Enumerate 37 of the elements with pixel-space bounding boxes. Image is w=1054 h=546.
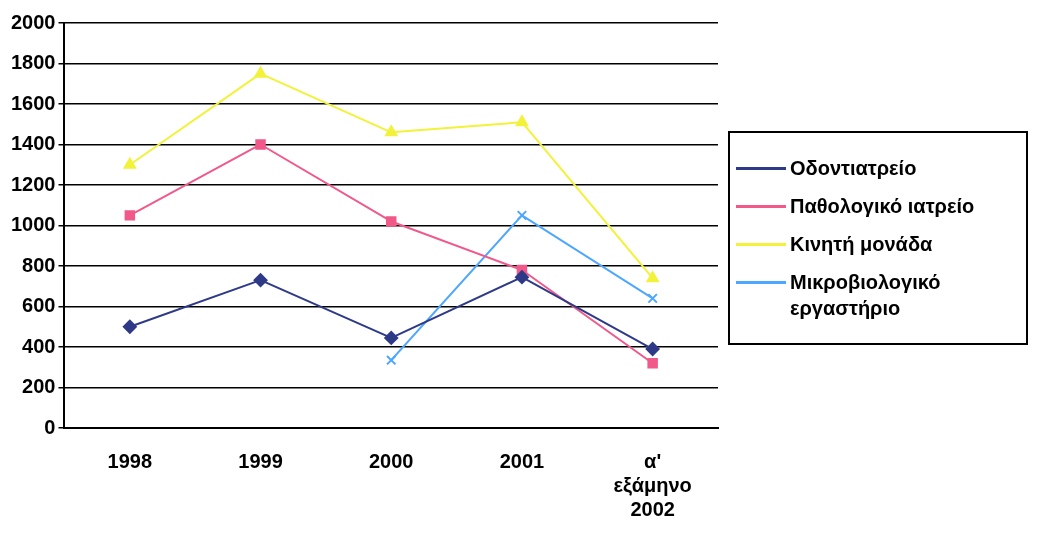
y-tick-label: 1400 <box>10 132 56 155</box>
point <box>123 157 137 169</box>
y-tick-label: 400 <box>22 334 56 357</box>
y-tick-label: 800 <box>22 253 56 276</box>
legend-label: Παθολογικό ιατρείο <box>790 194 975 219</box>
legend-label: Οδοντιατρείο <box>790 156 917 181</box>
point <box>384 330 399 345</box>
y-tick-label: 200 <box>22 375 56 398</box>
y-tick-label: 2000 <box>10 10 56 33</box>
point <box>253 273 268 288</box>
x-tick-label: 1999 <box>238 449 283 472</box>
legend-label: Κινητή μονάδα <box>790 232 933 257</box>
point <box>645 342 660 357</box>
y-tick-label: 600 <box>22 294 56 317</box>
y-tick-label: 0 <box>44 415 56 438</box>
point <box>386 354 397 366</box>
legend-label: Μικροβιολογικό εργαστήριο <box>790 270 942 321</box>
point <box>647 357 658 369</box>
point <box>516 210 528 221</box>
point <box>386 216 397 227</box>
y-tick-label: 1200 <box>10 172 56 195</box>
point <box>514 270 529 285</box>
y-tick-label: 1800 <box>10 51 56 74</box>
y-tick-label: 1600 <box>10 91 56 114</box>
point <box>122 319 137 334</box>
point <box>515 115 529 127</box>
point <box>254 66 267 78</box>
point <box>646 271 659 283</box>
point <box>647 293 658 304</box>
point <box>255 139 266 150</box>
point <box>385 125 398 137</box>
x-tick-label: 2000 <box>369 449 414 472</box>
x-tick-label: 1998 <box>107 449 153 472</box>
x-tick-label: α' εξάμηνο 2002 <box>613 449 692 520</box>
y-tick-label: 1000 <box>10 213 56 236</box>
x-tick-label: 2001 <box>499 449 545 472</box>
point <box>124 210 136 221</box>
